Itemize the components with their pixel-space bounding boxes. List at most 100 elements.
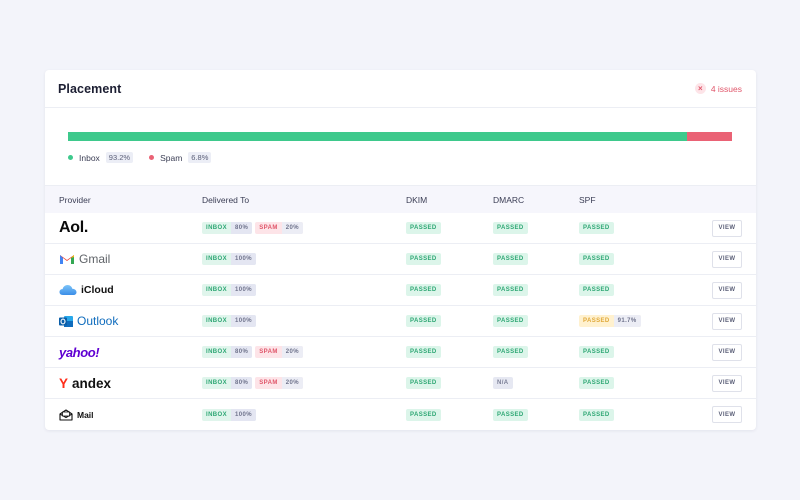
- spam-dot-icon: [149, 155, 155, 160]
- provider-cell: Aol.: [59, 213, 88, 243]
- legend: Inbox 93.2% Spam 6.8%: [68, 152, 212, 163]
- inbox-dot-icon: [68, 155, 73, 160]
- view-cell: VIEW: [712, 399, 742, 430]
- table-row: iCloud INBOX 100% PASSED PASSED PASSED VI…: [45, 275, 756, 306]
- mail-logo-text: Mail: [77, 409, 94, 420]
- dmarc-cell: PASSED: [493, 213, 528, 243]
- mail-envelope-icon: [59, 408, 73, 421]
- legend-spam: Spam 6.8%: [149, 152, 212, 163]
- legend-inbox-pct: 93.2%: [105, 152, 134, 163]
- icloud-icon: [59, 285, 77, 295]
- yandex-logo-initial: Y: [59, 375, 69, 391]
- close-circle-icon: ×: [694, 83, 706, 94]
- dmarc-status: PASSED: [493, 222, 528, 234]
- dmarc-cell: PASSED: [493, 275, 528, 305]
- column-provider: Provider: [59, 195, 91, 205]
- table-row: Gmail INBOX 100% PASSED PASSED PASSED VIE…: [45, 244, 756, 275]
- delivered-cell: INBOX 100%: [202, 399, 256, 430]
- spf-status: PASSED: [579, 284, 614, 296]
- spf-pct: 91.7%: [613, 315, 641, 327]
- dkim-cell: PASSED: [406, 306, 441, 336]
- view-button[interactable]: VIEW: [712, 374, 742, 392]
- spf-status: PASSED: [579, 408, 614, 421]
- spam-tag-pct: 20%: [281, 377, 303, 389]
- inbox-tag: INBOX 80%: [202, 346, 253, 358]
- dkim-status: PASSED: [406, 284, 441, 296]
- column-delivered-to: Delivered To: [202, 195, 250, 205]
- spam-tag-label: SPAM: [259, 380, 278, 386]
- provider-cell: Gmail: [59, 244, 110, 274]
- dkim-cell: PASSED: [406, 399, 441, 430]
- gmail-icon: [60, 255, 74, 264]
- provider-cell: iCloud: [59, 275, 114, 305]
- view-button[interactable]: VIEW: [712, 343, 742, 361]
- view-cell: VIEW: [712, 275, 742, 305]
- card-header: Placement × 4 issues: [45, 70, 756, 108]
- spf-cell: PASSED 91.7%: [579, 306, 641, 336]
- dkim-cell: PASSED: [406, 337, 441, 367]
- table-row: Outlook INBOX 100% PASSED PASSED PASSED 91…: [45, 306, 756, 337]
- column-spf: SPF: [579, 195, 596, 205]
- dmarc-cell: PASSED: [493, 306, 528, 336]
- inbox-tag-pct: 100%: [231, 315, 256, 327]
- inbox-tag-label: INBOX: [206, 287, 228, 293]
- table-body: Aol. INBOX 80% SPAM 20% PASSED PASSED PASS…: [45, 213, 756, 430]
- spf-status: PASSED: [583, 318, 610, 324]
- inbox-tag-pct: 80%: [231, 346, 253, 358]
- inbox-tag-pct: 80%: [231, 377, 253, 389]
- outlook-logo-text: Outlook: [77, 314, 119, 328]
- spf-cell: PASSED: [579, 244, 614, 274]
- inbox-tag-label: INBOX: [206, 225, 228, 231]
- spam-tag-label: SPAM: [259, 349, 278, 355]
- spam-bar-segment: [686, 132, 732, 141]
- inbox-tag-pct: 80%: [231, 222, 253, 234]
- spf-cell: PASSED: [579, 213, 614, 243]
- view-cell: VIEW: [712, 244, 742, 274]
- dkim-status: PASSED: [406, 408, 441, 421]
- dmarc-cell: PASSED: [493, 244, 528, 274]
- placement-card: Placement × 4 issues Inbox 93.2% Spam 6.…: [45, 70, 756, 430]
- spf-cell: PASSED: [579, 337, 614, 367]
- icloud-logo-text: iCloud: [81, 284, 114, 296]
- dmarc-status: PASSED: [493, 253, 528, 265]
- spam-tag-pct: 20%: [281, 346, 303, 358]
- provider-cell: Mail: [59, 399, 94, 430]
- spf-status: PASSED: [579, 377, 614, 389]
- dkim-status: PASSED: [406, 315, 441, 327]
- spf-cell: PASSED: [579, 399, 614, 430]
- inbox-tag: INBOX 80%: [202, 377, 253, 389]
- page-title: Placement: [58, 81, 122, 96]
- legend-inbox: Inbox 93.2%: [68, 152, 134, 163]
- inbox-tag: INBOX 100%: [202, 253, 256, 265]
- dkim-status: PASSED: [406, 253, 441, 265]
- legend-inbox-label: Inbox: [79, 152, 100, 163]
- table-row: yahoo! INBOX 80% SPAM 20% PASSED PASSED PA…: [45, 337, 756, 368]
- inbox-tag-label: INBOX: [206, 380, 228, 386]
- dmarc-cell: PASSED: [493, 337, 528, 367]
- issues-indicator[interactable]: × 4 issues: [694, 83, 742, 94]
- spam-tag-pct: 20%: [281, 222, 303, 234]
- inbox-tag-pct: 100%: [231, 253, 256, 265]
- issues-label: 4 issues: [710, 83, 742, 94]
- view-button[interactable]: VIEW: [712, 250, 742, 268]
- spam-tag-label: SPAM: [259, 225, 278, 231]
- view-button[interactable]: VIEW: [712, 312, 742, 330]
- dmarc-cell: N/A: [493, 368, 513, 398]
- view-button[interactable]: VIEW: [712, 219, 742, 237]
- view-button[interactable]: VIEW: [712, 406, 742, 423]
- outlook-icon: [59, 315, 73, 327]
- table-row: Aol. INBOX 80% SPAM 20% PASSED PASSED PASS…: [45, 213, 756, 244]
- placement-bar: [68, 132, 732, 141]
- icloud-logo: iCloud: [59, 284, 114, 296]
- gmail-logo: Gmail: [59, 252, 110, 266]
- spf-status-warning: PASSED 91.7%: [579, 315, 641, 327]
- inbox-tag: INBOX 100%: [202, 408, 256, 421]
- dkim-cell: PASSED: [406, 368, 441, 398]
- yahoo-logo: yahoo!: [59, 344, 100, 360]
- dkim-cell: PASSED: [406, 213, 441, 243]
- mail-logo: Mail: [59, 408, 94, 421]
- view-button[interactable]: VIEW: [712, 281, 742, 299]
- dmarc-status: PASSED: [493, 346, 528, 358]
